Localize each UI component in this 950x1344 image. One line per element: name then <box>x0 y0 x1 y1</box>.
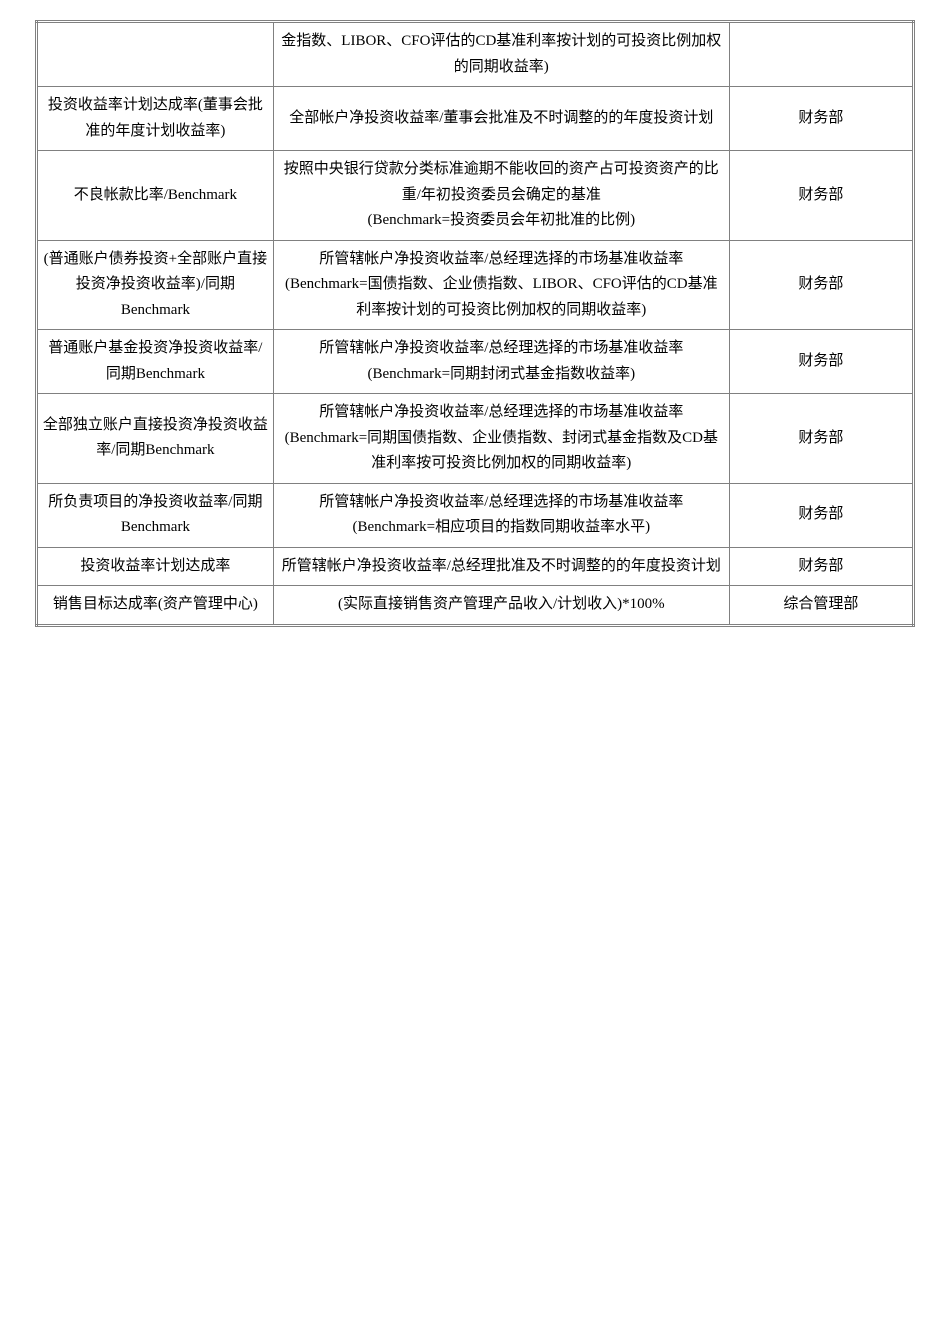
cell-department: 财务部 <box>729 330 913 394</box>
cell-metric: 不良帐款比率/Benchmark <box>37 151 274 241</box>
metrics-table: 金指数、LIBOR、CFO评估的CD基准利率按计划的可投资比例加权的同期收益率)… <box>35 20 915 627</box>
table-row: (普通账户债券投资+全部账户直接投资净投资收益率)/同期Benchmark 所管… <box>37 240 914 330</box>
cell-metric: 普通账户基金投资净投资收益率/同期Benchmark <box>37 330 274 394</box>
table-row: 普通账户基金投资净投资收益率/同期Benchmark 所管辖帐户净投资收益率/总… <box>37 330 914 394</box>
table-row: 投资收益率计划达成率 所管辖帐户净投资收益率/总经理批准及不时调整的的年度投资计… <box>37 547 914 586</box>
cell-metric: 所负责项目的净投资收益率/同期Benchmark <box>37 483 274 547</box>
cell-definition: 所管辖帐户净投资收益率/总经理选择的市场基准收益率(Benchmark=同期封闭… <box>273 330 729 394</box>
cell-metric: 投资收益率计划达成率(董事会批准的年度计划收益率) <box>37 87 274 151</box>
table-row: 投资收益率计划达成率(董事会批准的年度计划收益率) 全部帐户净投资收益率/董事会… <box>37 87 914 151</box>
cell-metric: 全部独立账户直接投资净投资收益率/同期Benchmark <box>37 394 274 484</box>
cell-metric: (普通账户债券投资+全部账户直接投资净投资收益率)/同期Benchmark <box>37 240 274 330</box>
table-row: 不良帐款比率/Benchmark 按照中央银行贷款分类标准逾期不能收回的资产占可… <box>37 151 914 241</box>
cell-department <box>729 22 913 87</box>
cell-metric: 投资收益率计划达成率 <box>37 547 274 586</box>
cell-definition: 金指数、LIBOR、CFO评估的CD基准利率按计划的可投资比例加权的同期收益率) <box>273 22 729 87</box>
cell-department: 财务部 <box>729 240 913 330</box>
cell-department: 财务部 <box>729 87 913 151</box>
cell-definition: 全部帐户净投资收益率/董事会批准及不时调整的的年度投资计划 <box>273 87 729 151</box>
cell-department: 财务部 <box>729 547 913 586</box>
cell-metric: 销售目标达成率(资产管理中心) <box>37 586 274 626</box>
table-row: 所负责项目的净投资收益率/同期Benchmark 所管辖帐户净投资收益率/总经理… <box>37 483 914 547</box>
cell-metric <box>37 22 274 87</box>
cell-definition: 所管辖帐户净投资收益率/总经理批准及不时调整的的年度投资计划 <box>273 547 729 586</box>
cell-definition: 所管辖帐户净投资收益率/总经理选择的市场基准收益率(Benchmark=国债指数… <box>273 240 729 330</box>
table-row: 金指数、LIBOR、CFO评估的CD基准利率按计划的可投资比例加权的同期收益率) <box>37 22 914 87</box>
cell-department: 财务部 <box>729 483 913 547</box>
cell-definition: (实际直接销售资产管理产品收入/计划收入)*100% <box>273 586 729 626</box>
cell-definition: 按照中央银行贷款分类标准逾期不能收回的资产占可投资资产的比重/年初投资委员会确定… <box>273 151 729 241</box>
cell-definition: 所管辖帐户净投资收益率/总经理选择的市场基准收益率(Benchmark=同期国债… <box>273 394 729 484</box>
cell-definition: 所管辖帐户净投资收益率/总经理选择的市场基准收益率(Benchmark=相应项目… <box>273 483 729 547</box>
cell-department: 综合管理部 <box>729 586 913 626</box>
table-row: 销售目标达成率(资产管理中心) (实际直接销售资产管理产品收入/计划收入)*10… <box>37 586 914 626</box>
cell-department: 财务部 <box>729 394 913 484</box>
cell-department: 财务部 <box>729 151 913 241</box>
table-row: 全部独立账户直接投资净投资收益率/同期Benchmark 所管辖帐户净投资收益率… <box>37 394 914 484</box>
